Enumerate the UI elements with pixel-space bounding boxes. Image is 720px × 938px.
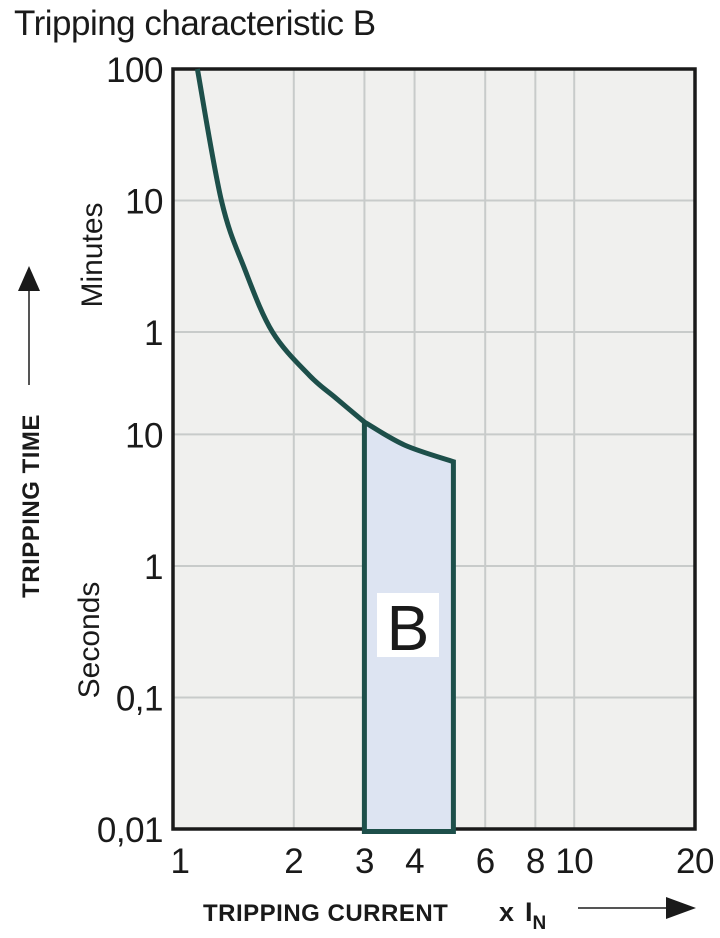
region-b-label-box: B (377, 592, 439, 664)
multiplier-prefix: x (499, 897, 514, 927)
y-axis-up-arrow (18, 266, 40, 385)
y-tick-label: 10 (125, 416, 163, 455)
y-tick-label: 10 (125, 183, 163, 222)
y-unit-seconds: Seconds (73, 582, 106, 699)
x-tick-label: 6 (476, 842, 495, 881)
y-tick-label: 1 (144, 548, 163, 587)
y-tick-label: 100 (106, 51, 163, 90)
region-b-label: B (387, 592, 430, 664)
multiplier-symbol: I (525, 897, 533, 927)
x-axis-right-arrow (578, 897, 696, 919)
x-tick-label: 1 (171, 842, 190, 881)
trip-curve (194, 68, 367, 425)
y-unit-minutes: Minutes (76, 202, 109, 307)
y-tick-label: 0,1 (116, 679, 163, 718)
y-tick-label: 1 (144, 314, 163, 353)
y-tick-label: 0,01 (97, 811, 163, 850)
x-tick-label: 8 (526, 842, 545, 881)
multiplier-subscript: N (533, 913, 547, 934)
x-tick-label: 2 (284, 842, 303, 881)
x-tick-label: 4 (405, 842, 424, 881)
x-axis-label: TRIPPING CURRENT (203, 900, 448, 927)
x-axis-multiplier: x IN (499, 897, 546, 934)
x-tick-label: 10 (555, 842, 593, 881)
region-b-label-background (377, 593, 439, 657)
y-axis-arrow-head (18, 266, 40, 291)
chart-title: Tripping characteristic B (14, 4, 376, 43)
x-tick-label: 20 (676, 842, 714, 881)
y-axis-label: TRIPPING TIME (18, 414, 45, 598)
x-tick-label: 3 (355, 842, 374, 881)
x-axis-arrow-head (666, 897, 696, 919)
